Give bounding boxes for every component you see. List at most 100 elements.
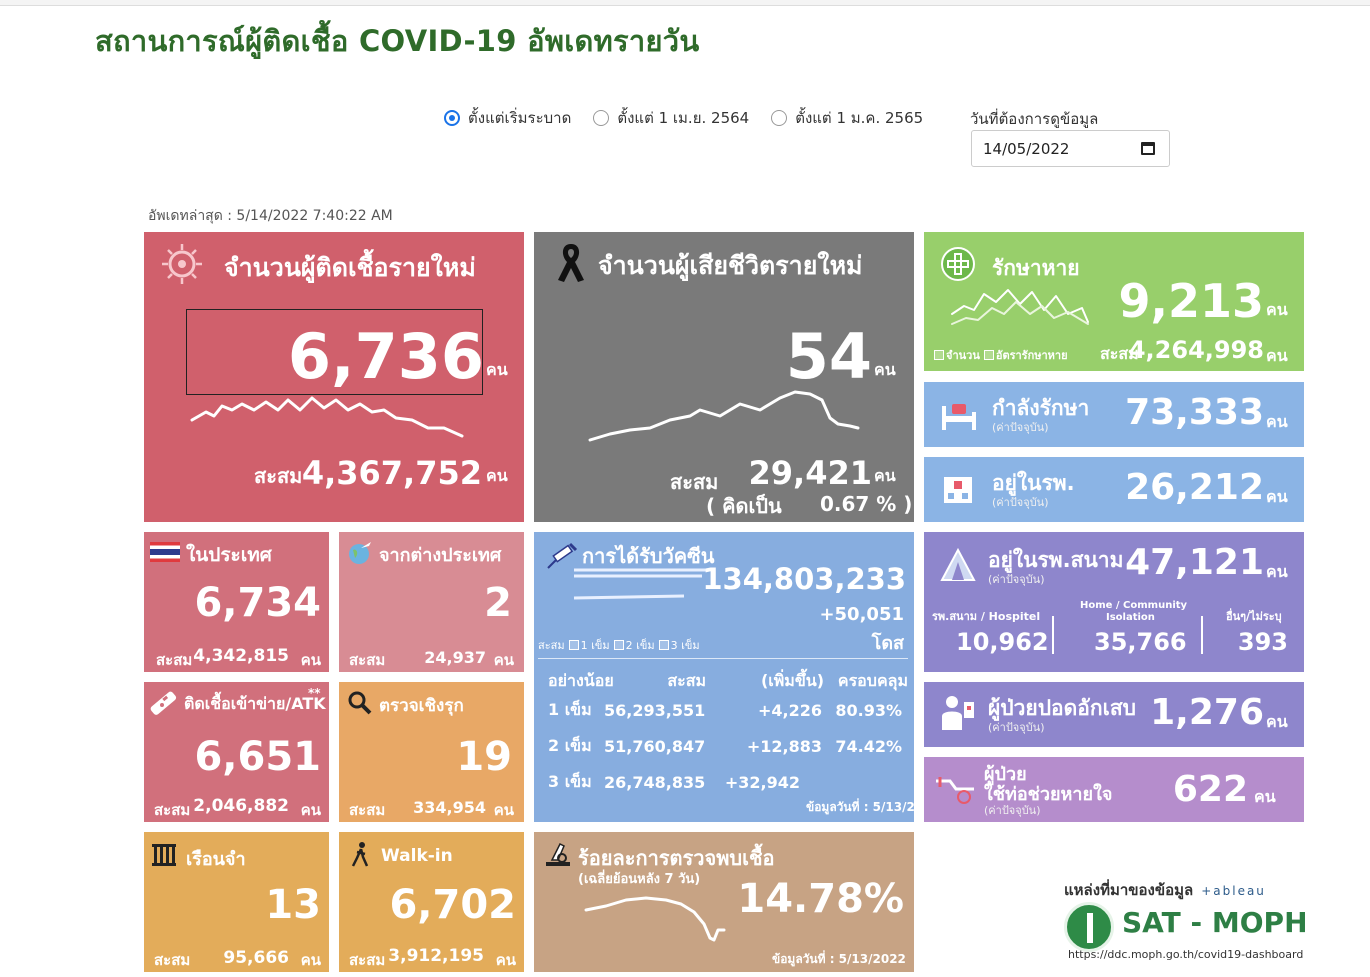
radio-unselected-icon[interactable] bbox=[593, 110, 610, 126]
vaccine-unit: โดส bbox=[871, 633, 904, 654]
test-kit-icon bbox=[150, 691, 177, 715]
walkin-tile: Walk-in 6,702 สะสม 3,912,195 คน bbox=[339, 832, 524, 972]
imported-cum-value: 24,937 bbox=[424, 648, 486, 667]
syringe-icon bbox=[547, 542, 578, 569]
in-treatment-unit: คน bbox=[1266, 412, 1288, 431]
legend-dose-2: 2 เข็ม bbox=[625, 639, 655, 652]
legend-dose-3: 3 เข็ม bbox=[670, 639, 700, 652]
positivity-data-date: ข้อมูลวันที่ : 5/13/2022 bbox=[772, 952, 906, 966]
current-value-note: (ค่าปัจจุบัน) bbox=[984, 804, 1041, 817]
prison-bars-icon bbox=[152, 844, 176, 866]
prison-title: เรือนจำ bbox=[186, 849, 246, 870]
calendar-icon[interactable] bbox=[1141, 142, 1155, 155]
source-url[interactable]: https://ddc.moph.go.th/covid19-dashboard bbox=[1068, 948, 1304, 961]
table-row: 3 เข็ม 26,748,835 +32,942 bbox=[548, 764, 908, 800]
divider bbox=[538, 658, 908, 659]
proactive-value: 19 bbox=[456, 734, 512, 780]
recovered-trend bbox=[951, 289, 1089, 325]
vaccine-table-header: อย่างน้อย สะสม (เพิ่มขึ้น) ครอบคลุม bbox=[548, 671, 908, 690]
walkin-value: 6,702 bbox=[389, 882, 516, 928]
virus-icon bbox=[162, 244, 202, 284]
dose-coverage: 74.42% bbox=[835, 736, 902, 756]
cum-label: สะสม bbox=[154, 801, 191, 819]
current-value-note: (ค่าปัจจุบัน) bbox=[992, 421, 1049, 434]
domestic-value: 6,734 bbox=[194, 580, 321, 626]
dose-label: 3 เข็ม bbox=[548, 771, 592, 791]
vaccine-title: การได้รับวัคซีน bbox=[582, 544, 715, 568]
positivity-title: ร้อยละการตรวจพบเชื้อ bbox=[578, 846, 775, 870]
plus-circle-icon bbox=[941, 247, 975, 281]
in-treatment-title: กำลังรักษา bbox=[992, 396, 1090, 420]
atk-cum-value: 2,046,882 bbox=[193, 796, 289, 816]
pneumonia-title: ผู้ป่วยปอดอักเสบ bbox=[988, 696, 1136, 720]
dose-increase: +32,942 bbox=[724, 772, 800, 792]
current-value-note: (ค่าปัจจุบัน) bbox=[988, 721, 1045, 734]
positivity-value: 14.78% bbox=[737, 876, 904, 922]
radio-selected-icon[interactable] bbox=[444, 110, 460, 126]
hospital-building-icon bbox=[944, 477, 972, 503]
recovered-unit: คน bbox=[1266, 300, 1288, 319]
tableau-logo: +ableau bbox=[1201, 884, 1266, 898]
walkin-cum-value: 3,912,195 bbox=[388, 946, 484, 966]
legend-box-icon bbox=[934, 350, 944, 360]
radio-since-start[interactable]: ตั้งแต่เริ่มระบาด bbox=[444, 106, 571, 130]
current-value-note: (ค่าปัจจุบัน) bbox=[992, 496, 1049, 509]
dose-cum: 26,748,835 bbox=[604, 772, 706, 792]
imported-tile: จากต่างประเทศ 2 สะสม 24,937 คน bbox=[339, 532, 524, 672]
new-cases-tile: จำนวนผู้ติดเชื้อรายใหม่ 6,736 คน สะสม 4,… bbox=[144, 232, 524, 522]
last-update: อัพเดทล่าสุด : 5/14/2022 7:40:22 AM bbox=[148, 208, 393, 224]
radio-unselected-icon[interactable] bbox=[771, 110, 788, 126]
cum-label: สะสม bbox=[349, 651, 386, 669]
date-value: 14/05/2022 bbox=[983, 139, 1070, 158]
atk-tile: ติดเชื้อเข้าข่าย/ATK ** 6,651 สะสม 2,046… bbox=[144, 682, 329, 822]
dose-cum: 56,293,551 bbox=[604, 700, 706, 720]
globe-plane-icon bbox=[349, 542, 371, 564]
walking-person-icon bbox=[351, 842, 369, 867]
recovered-value: 9,213 bbox=[1118, 274, 1264, 328]
page-title: สถานการณ์ผู้ติดเชื้อ COVID-19 อัพเดทรายว… bbox=[95, 24, 700, 58]
field-hospital-tile: อยู่ในรพ.สนาม (ค่าปัจจุบัน) 47,121 คน รพ… bbox=[924, 532, 1304, 672]
radio-label: ตั้งแต่ 1 เม.ย. 2564 bbox=[617, 109, 750, 127]
atk-footnote-mark: ** bbox=[308, 686, 321, 700]
value-highlight-frame bbox=[186, 309, 483, 395]
imported-title: จากต่างประเทศ bbox=[379, 545, 502, 566]
dose-label: 1 เข็ม bbox=[548, 699, 592, 719]
cum-unit: คน bbox=[495, 951, 516, 969]
vaccine-total-value: 134,803,233 bbox=[702, 562, 906, 596]
date-input[interactable]: 14/05/2022 bbox=[971, 130, 1170, 167]
pneumonia-unit: คน bbox=[1266, 712, 1288, 731]
radio-since-jan-2565[interactable]: ตั้งแต่ 1 ม.ค. 2565 bbox=[771, 106, 923, 130]
proactive-tile: ตรวจเชิงรุก 19 สะสม 334,954 คน bbox=[339, 682, 524, 822]
positivity-tile: ร้อยละการตรวจพบเชื้อ (เฉลี่ยย้อนหลัง 7 ว… bbox=[534, 832, 914, 972]
deaths-title: จำนวนผู้เสียชีวิตรายใหม่ bbox=[598, 251, 863, 280]
radio-label: ตั้งแต่เริ่มระบาด bbox=[468, 109, 572, 127]
column-header: ครอบคลุม bbox=[837, 670, 908, 690]
current-value-note: (ค่าปัจจุบัน) bbox=[988, 573, 1045, 586]
recovered-legend: จำนวน อัตรารักษาหาย bbox=[934, 346, 1068, 364]
column-header: สะสม bbox=[667, 670, 706, 690]
home-isolation-label-2: Isolation bbox=[1106, 612, 1155, 623]
rate-open: ( คิดเป็น bbox=[706, 494, 782, 518]
home-isolation-label: Home / Community bbox=[1080, 600, 1188, 611]
prison-cum-value: 95,666 bbox=[223, 948, 289, 968]
source-label: แหล่งที่มาของข้อมูล bbox=[1064, 881, 1194, 899]
vaccine-legend: สะสม 1 เข็ม 2 เข็ม 3 เข็ม bbox=[538, 636, 700, 654]
death-rate: 0.67 % ) bbox=[820, 492, 913, 516]
browser-top-edge bbox=[0, 0, 1370, 6]
domestic-tile: ในประเทศ 6,734 สะสม 4,342,815 คน bbox=[144, 532, 329, 672]
recovered-cum-value: 4,264,998 bbox=[1128, 336, 1264, 364]
recovered-title: รักษาหาย bbox=[992, 256, 1080, 280]
vaccine-progress-lines bbox=[573, 568, 706, 600]
walkin-title: Walk-in bbox=[381, 846, 453, 866]
new-cases-trend bbox=[190, 396, 464, 438]
thai-flag-icon bbox=[150, 542, 180, 562]
cum-unit: คน bbox=[1266, 346, 1288, 365]
hospitel-label: รพ.สนาม / Hospitel bbox=[932, 610, 1041, 623]
date-label: วันที่ต้องการดูข้อมูล bbox=[970, 110, 1099, 128]
dose-coverage: 80.93% bbox=[835, 700, 902, 720]
new-cases-cum-value: 4,367,752 bbox=[301, 454, 482, 492]
column-header: อย่างน้อย bbox=[548, 670, 614, 690]
radio-since-apr-2564[interactable]: ตั้งแต่ 1 เม.ย. 2564 bbox=[593, 106, 749, 130]
dose-increase: +4,226 bbox=[757, 700, 822, 720]
atk-value: 6,651 bbox=[194, 734, 321, 780]
